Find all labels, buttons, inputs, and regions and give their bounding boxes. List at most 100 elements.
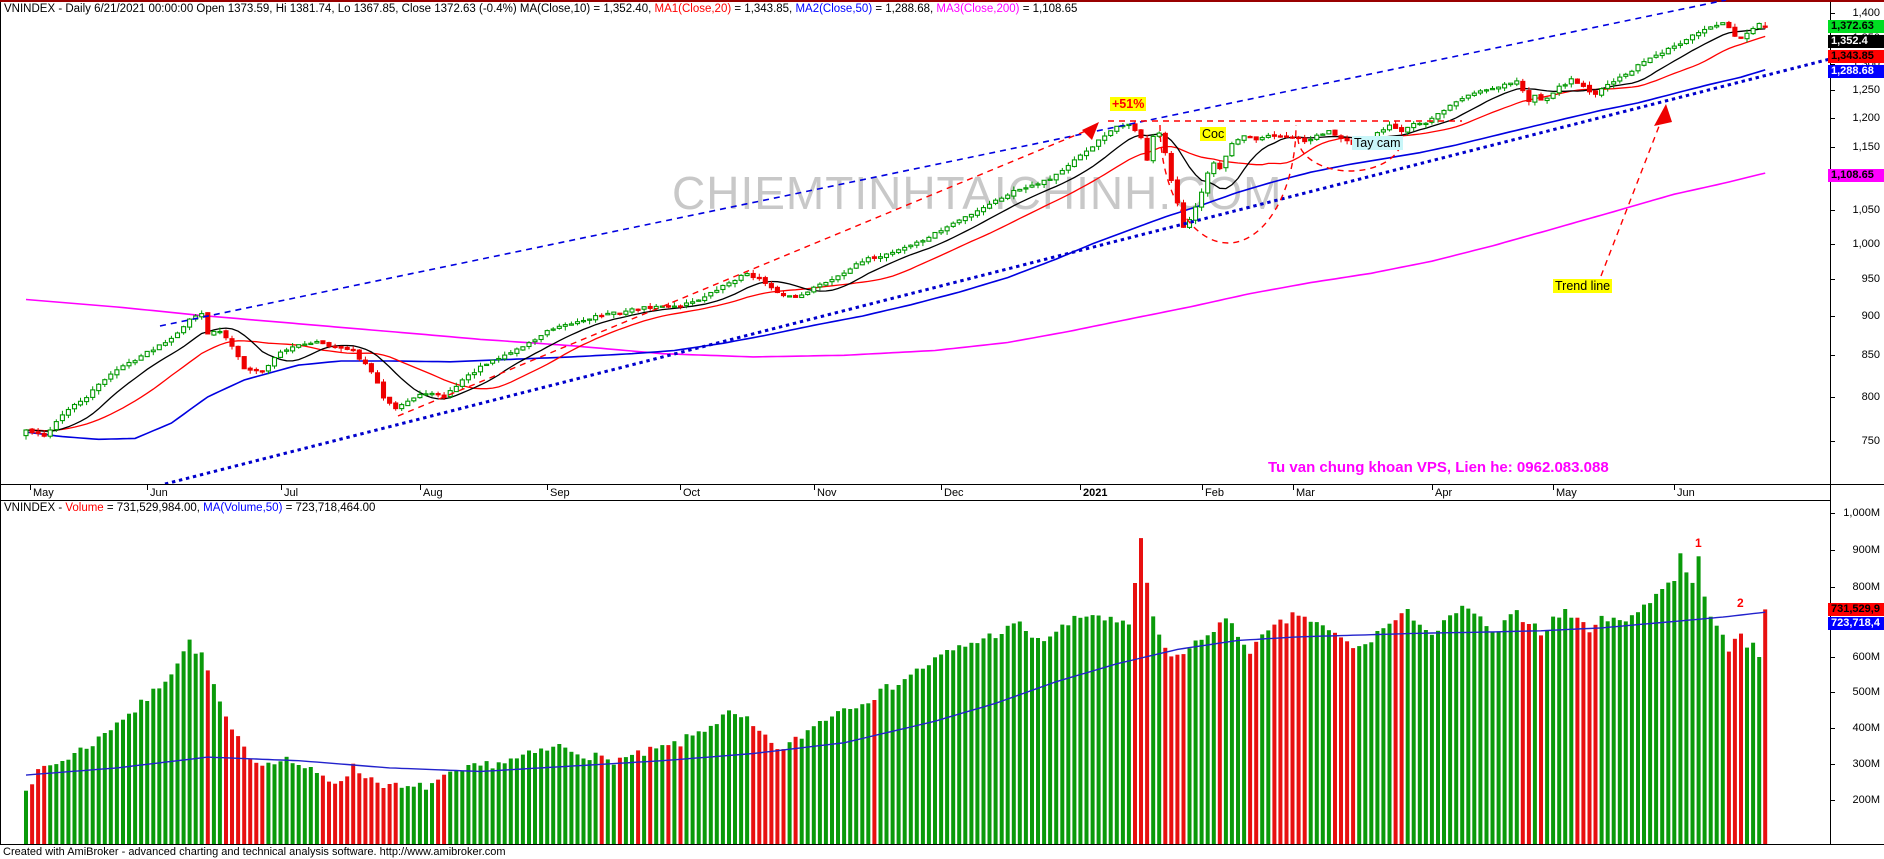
- window-top-border: [0, 0, 1884, 2]
- month-tick: [30, 485, 31, 490]
- volume-axis-tick: [1830, 657, 1835, 658]
- volume-title-segment-1: Volume: [65, 502, 104, 514]
- volume-value-tag: 731,529,9: [1828, 603, 1884, 616]
- volume-axis-label: 800M: [1852, 581, 1880, 593]
- annotation-tay-cam: Tay cam: [1352, 136, 1403, 150]
- price-axis-label: 850: [1861, 349, 1880, 361]
- month-label: Nov: [817, 487, 837, 499]
- price-axis-tick: [1830, 355, 1835, 356]
- price-pane-title: VNINDEX - Daily 6/21/2021 00:00:00 Open …: [4, 3, 1077, 15]
- month-label: Dec: [944, 487, 964, 499]
- price-axis-label: 1,050: [1852, 204, 1880, 216]
- volume-axis-label: 500M: [1852, 686, 1880, 698]
- price-axis-tick: [1830, 316, 1835, 317]
- month-tick: [1674, 485, 1675, 490]
- volume-chart-plot[interactable]: [0, 500, 1830, 844]
- price-title-segment-1: MA1(Close,20): [654, 3, 732, 15]
- month-tick: [941, 485, 942, 490]
- price-axis-tick: [1830, 13, 1835, 14]
- month-tick: [147, 485, 148, 490]
- volume-axis-label: 300M: [1852, 758, 1880, 770]
- price-title-segment-2: = 1,343.85,: [731, 3, 796, 15]
- month-tick: [1080, 485, 1081, 490]
- price-axis-tick: [1830, 244, 1835, 245]
- volume-pane-bottom-border: [0, 844, 1884, 845]
- month-tick: [281, 485, 282, 490]
- price-axis-tick: [1830, 90, 1835, 91]
- volume-title-segment-0: VNINDEX -: [4, 502, 66, 514]
- pane-left-border: [0, 2, 1, 844]
- month-tick: [814, 485, 815, 490]
- price-axis-label: 900: [1861, 310, 1880, 322]
- volume-axis-label: 1,000M: [1843, 507, 1880, 519]
- price-title-segment-3: MA2(Close,50): [795, 3, 873, 15]
- price-value-tag: 1,352.4: [1828, 34, 1884, 48]
- month-tick: [1553, 485, 1554, 490]
- month-label: Aug: [423, 487, 443, 499]
- month-label: May: [1556, 487, 1577, 499]
- month-tick: [1432, 485, 1433, 490]
- volume-value-tag: 723,718,4: [1828, 616, 1884, 630]
- price-value-tag: 1,343.85: [1828, 49, 1884, 63]
- month-label: Jun: [150, 487, 168, 499]
- volume-title-segment-4: = 723,718,464.00: [282, 502, 376, 514]
- price-title-segment-4: = 1,288.68,: [872, 3, 937, 15]
- volume-axis-label: 400M: [1852, 722, 1880, 734]
- price-axis-label: 950: [1861, 273, 1880, 285]
- month-label: Jun: [1677, 487, 1695, 499]
- volume-axis-label: 900M: [1852, 544, 1880, 556]
- amibroker-credit-text: Created with AmiBroker - advanced charti…: [3, 846, 506, 858]
- price-axis-label: 1,150: [1852, 141, 1880, 153]
- volume-axis-tick: [1830, 550, 1835, 551]
- month-label: Sep: [550, 487, 570, 499]
- month-label: Oct: [683, 487, 701, 499]
- price-axis-label: 800: [1861, 391, 1880, 403]
- volume-axis-label: 600M: [1852, 651, 1880, 663]
- month-tick: [680, 485, 681, 490]
- volume-axis-tick: [1830, 587, 1835, 588]
- price-axis-tick: [1830, 397, 1835, 398]
- volume-axis-label: 200M: [1852, 794, 1880, 806]
- volume-axis-tick: [1830, 692, 1835, 693]
- month-label: May: [33, 487, 54, 499]
- price-axis-label: 1,400: [1852, 7, 1880, 19]
- price-axis-tick: [1830, 441, 1835, 442]
- price-axis-tick: [1830, 279, 1835, 280]
- month-label: 2021: [1083, 487, 1108, 499]
- price-title-segment-6: = 1,108.65: [1019, 3, 1078, 15]
- price-value-tag: 1,288.68: [1828, 64, 1884, 78]
- month-label: Apr: [1435, 487, 1453, 499]
- volume-title-segment-2: = 731,529,984.00,: [103, 502, 204, 514]
- month-label: Mar: [1296, 487, 1315, 499]
- price-axis-label: 1,200: [1852, 112, 1880, 124]
- month-tick: [1293, 485, 1294, 490]
- month-tick: [420, 485, 421, 490]
- volume-axis-tick: [1830, 513, 1835, 514]
- wave-marker-2: 2: [1737, 596, 1744, 610]
- price-title-segment-5: MA3(Close,200): [936, 3, 1020, 15]
- volume-axis-tick: [1830, 728, 1835, 729]
- price-chart-plot[interactable]: [0, 0, 1830, 484]
- annotation--51-: +51%: [1110, 97, 1147, 111]
- annotation-coc: Coc: [1200, 127, 1227, 141]
- xaxis-bottom-border: [0, 500, 1830, 501]
- wave-marker-1: 1: [1695, 536, 1702, 550]
- price-axis-label: 1,000: [1852, 238, 1880, 250]
- price-value-tag: 1,372.63: [1828, 20, 1884, 33]
- pane-divider: [0, 484, 1884, 485]
- volume-title-segment-3: MA(Volume,50): [203, 502, 283, 514]
- price-axis-label: 1,250: [1852, 84, 1880, 96]
- price-axis-label: 750: [1861, 435, 1880, 447]
- month-tick: [547, 485, 548, 490]
- volume-axis-tick: [1830, 800, 1835, 801]
- price-value-tag: 1,108.65: [1828, 168, 1884, 182]
- volume-pane-title: VNINDEX - Volume = 731,529,984.00, MA(Vo…: [4, 502, 375, 514]
- price-axis-line: [1830, 2, 1831, 844]
- volume-axis-tick: [1830, 764, 1835, 765]
- month-label: Feb: [1205, 487, 1224, 499]
- price-axis-tick: [1830, 147, 1835, 148]
- month-tick: [1202, 485, 1203, 490]
- price-axis-tick: [1830, 210, 1835, 211]
- annotation-trend-line: Trend line: [1553, 279, 1613, 293]
